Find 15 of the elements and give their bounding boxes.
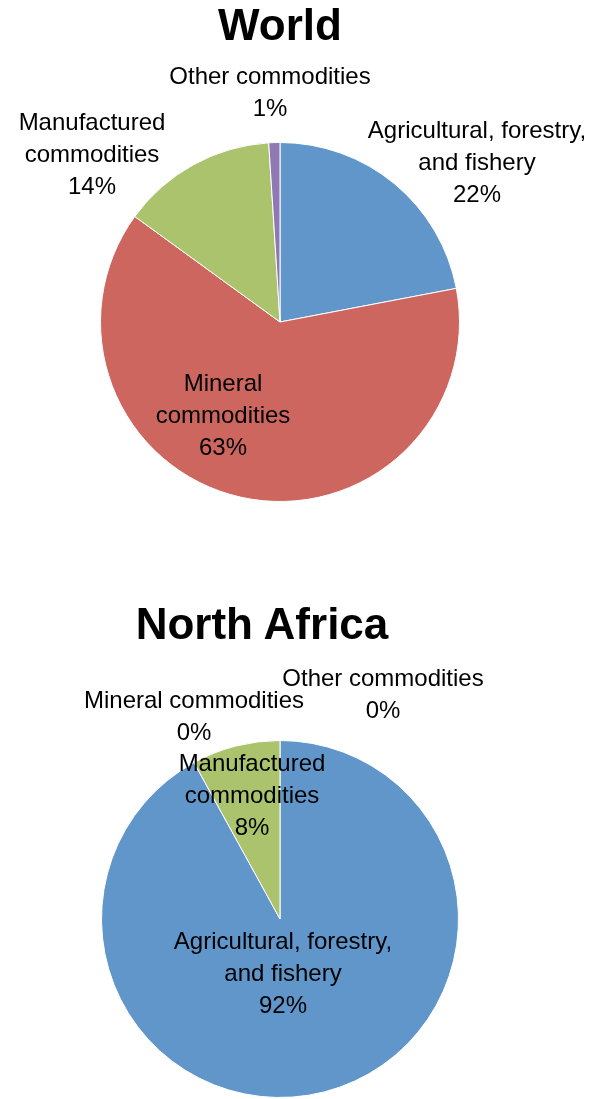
slice-label: Manufactured commodities [18, 107, 166, 167]
data-label: 22% [452, 179, 502, 207]
data-label: 1% [252, 93, 288, 121]
data-label: 14% [67, 171, 117, 199]
text: 0% [365, 695, 401, 723]
slice-label: Agricultural, forestry, and fishery [367, 115, 587, 175]
slice-label: Mineral commodities [155, 368, 291, 428]
chart-title: World [218, 0, 342, 50]
data-label: 92% [258, 990, 308, 1018]
data-label: 8% [234, 812, 270, 840]
slice-label: Other commodities [169, 61, 371, 89]
data-label: 63% [198, 432, 248, 460]
slice-label: Agricultural, forestry, and fishery [173, 926, 393, 986]
text: 0% [176, 717, 212, 745]
chart-title: North Africa [135, 599, 389, 649]
